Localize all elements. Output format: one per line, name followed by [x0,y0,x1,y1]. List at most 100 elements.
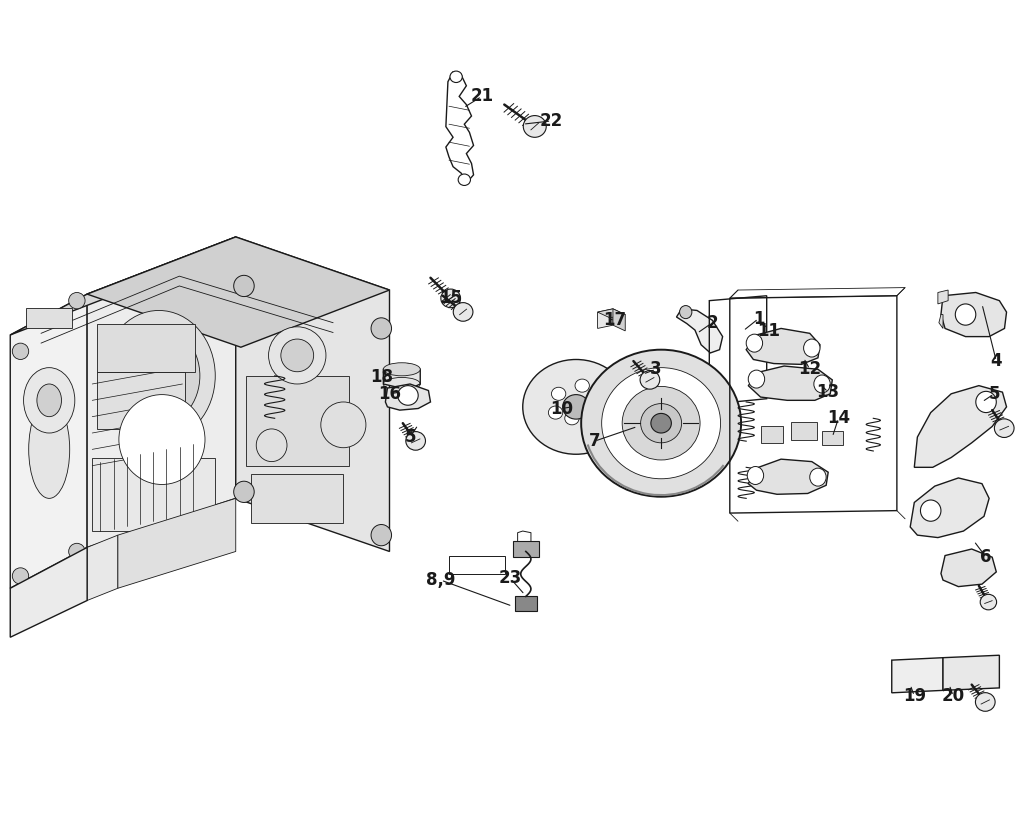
Text: 21: 21 [470,87,493,105]
Text: 12: 12 [798,360,821,378]
Ellipse shape [814,375,830,393]
Ellipse shape [575,379,589,392]
Ellipse shape [383,363,420,376]
Polygon shape [938,290,948,304]
Polygon shape [87,237,390,347]
Ellipse shape [582,404,597,417]
Bar [26,308,72,328]
Bar [512,541,539,557]
Ellipse shape [563,395,589,419]
Ellipse shape [37,384,62,417]
Ellipse shape [581,350,741,497]
Polygon shape [892,658,943,693]
Polygon shape [941,292,1007,337]
Polygon shape [676,309,723,353]
Bar [92,458,215,531]
Ellipse shape [118,327,200,425]
Text: 1: 1 [752,310,765,328]
Text: 2: 2 [706,314,719,332]
Bar [791,422,817,440]
Text: 23: 23 [499,569,522,587]
Ellipse shape [321,402,366,448]
Ellipse shape [371,318,392,339]
Ellipse shape [976,391,996,413]
Ellipse shape [69,292,85,309]
Text: 18: 18 [370,368,393,386]
Ellipse shape [980,594,996,609]
Ellipse shape [371,525,392,546]
Text: 11: 11 [757,322,780,340]
Ellipse shape [640,371,660,389]
Ellipse shape [256,429,287,462]
Ellipse shape [29,400,70,498]
Text: 10: 10 [550,400,573,417]
Polygon shape [118,498,236,588]
Ellipse shape [746,334,763,352]
Text: 8,9: 8,9 [426,571,455,589]
Text: 4: 4 [990,352,1002,370]
Ellipse shape [602,368,721,479]
Ellipse shape [747,467,764,484]
Ellipse shape [594,395,615,415]
Polygon shape [10,294,87,588]
Bar [449,556,505,574]
Ellipse shape [269,327,326,384]
Polygon shape [748,366,832,400]
Bar [97,372,184,429]
Ellipse shape [523,359,629,454]
Bar [515,596,537,611]
Polygon shape [87,535,118,600]
Ellipse shape [565,412,579,425]
Ellipse shape [234,481,254,502]
Ellipse shape [234,275,254,297]
Ellipse shape [622,386,700,460]
Polygon shape [598,309,613,328]
Ellipse shape [587,390,602,403]
Polygon shape [87,237,236,547]
Ellipse shape [12,568,29,584]
Ellipse shape [976,693,995,712]
Text: 14: 14 [827,409,850,427]
Polygon shape [939,315,943,328]
Ellipse shape [748,370,765,388]
Text: 6: 6 [980,548,992,566]
Text: 17: 17 [604,311,626,329]
Polygon shape [598,309,625,318]
Ellipse shape [102,310,215,441]
Ellipse shape [920,500,941,521]
Polygon shape [10,237,236,335]
Ellipse shape [804,339,820,357]
Bar [822,431,843,445]
Ellipse shape [548,406,563,419]
Ellipse shape [641,404,682,443]
Ellipse shape [994,419,1014,437]
Polygon shape [385,384,430,410]
Ellipse shape [551,387,566,400]
Polygon shape [941,549,996,587]
Ellipse shape [458,174,470,185]
Bar [761,426,783,443]
Polygon shape [446,72,474,183]
Polygon shape [383,364,420,390]
Ellipse shape [453,302,473,321]
Ellipse shape [69,543,85,560]
Text: 13: 13 [817,383,839,401]
Ellipse shape [450,71,462,83]
Ellipse shape [524,115,546,137]
Text: 3: 3 [650,360,662,378]
Text: 16: 16 [378,385,401,403]
Bar [246,376,348,466]
Polygon shape [10,547,87,637]
Ellipse shape [680,306,692,319]
Ellipse shape [12,343,29,359]
Text: 5: 5 [404,428,416,446]
Ellipse shape [810,468,826,486]
Ellipse shape [441,289,460,308]
Text: 20: 20 [942,687,965,705]
Bar [251,474,343,523]
Bar [97,324,195,372]
Polygon shape [748,459,828,494]
Polygon shape [236,237,390,551]
Ellipse shape [281,339,314,372]
Text: 19: 19 [903,687,926,705]
